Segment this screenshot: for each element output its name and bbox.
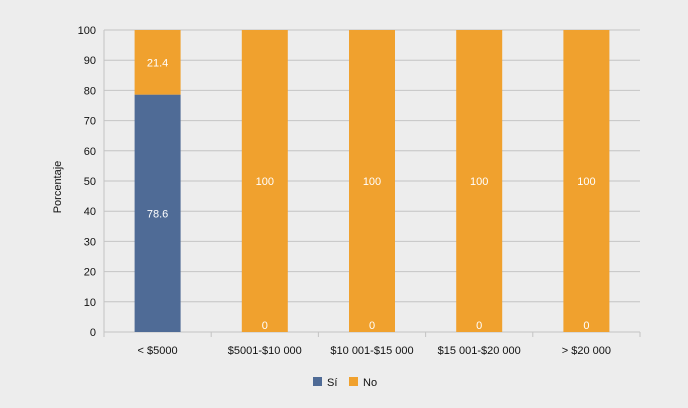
- x-tick-label: $15 001-$20 000: [438, 345, 521, 357]
- legend-label: No: [363, 377, 377, 389]
- data-label: 100: [470, 176, 488, 188]
- data-label: 0: [369, 320, 375, 332]
- y-axis-label: Porcentaje: [52, 161, 64, 214]
- y-tick-label: 0: [90, 327, 96, 339]
- legend: Sí No: [313, 377, 377, 389]
- data-label: 100: [577, 176, 595, 188]
- y-tick-label: 20: [84, 267, 96, 279]
- x-tick-label: > $20 000: [562, 345, 611, 357]
- y-tick-label: 10: [84, 297, 96, 309]
- x-tick-label: $10 001-$15 000: [330, 345, 413, 357]
- data-label: 0: [583, 320, 589, 332]
- data-labels: 78.6 21.4 0 100 0 100 0 100 0 100: [147, 57, 596, 332]
- bar-segment: [134, 94, 181, 333]
- y-tick-label: 80: [84, 85, 96, 97]
- y-tick-label: 60: [84, 146, 96, 158]
- y-tick-label: 50: [84, 176, 96, 188]
- data-label: 78.6: [147, 208, 168, 220]
- y-tick-label: 70: [84, 116, 96, 128]
- legend-label: Sí: [327, 377, 337, 389]
- y-tick-label: 90: [84, 55, 96, 67]
- bars: [134, 30, 610, 333]
- y-tick-label: 100: [78, 25, 96, 37]
- legend-swatch: [313, 377, 322, 386]
- bar-segment: [349, 30, 395, 332]
- data-label: 0: [476, 320, 482, 332]
- data-label: 100: [363, 176, 381, 188]
- y-tick-label: 40: [84, 206, 96, 218]
- bar-segment: [241, 30, 288, 332]
- bar-segment: [563, 30, 610, 332]
- data-label: 100: [256, 176, 274, 188]
- x-tick-label: < $5000: [138, 345, 178, 357]
- y-tick-label: 30: [84, 236, 96, 248]
- bar-segment: [456, 30, 503, 332]
- axes: 0 10 20 30 40 50 60 70 80 90 100 < $5000 $5001-$10 0…: [78, 25, 641, 357]
- x-tick-label: $5001-$10 000: [228, 345, 302, 357]
- data-label: 21.4: [147, 57, 168, 69]
- bar-segment: [134, 30, 181, 95]
- data-label: 0: [262, 320, 268, 332]
- legend-swatch: [349, 377, 358, 386]
